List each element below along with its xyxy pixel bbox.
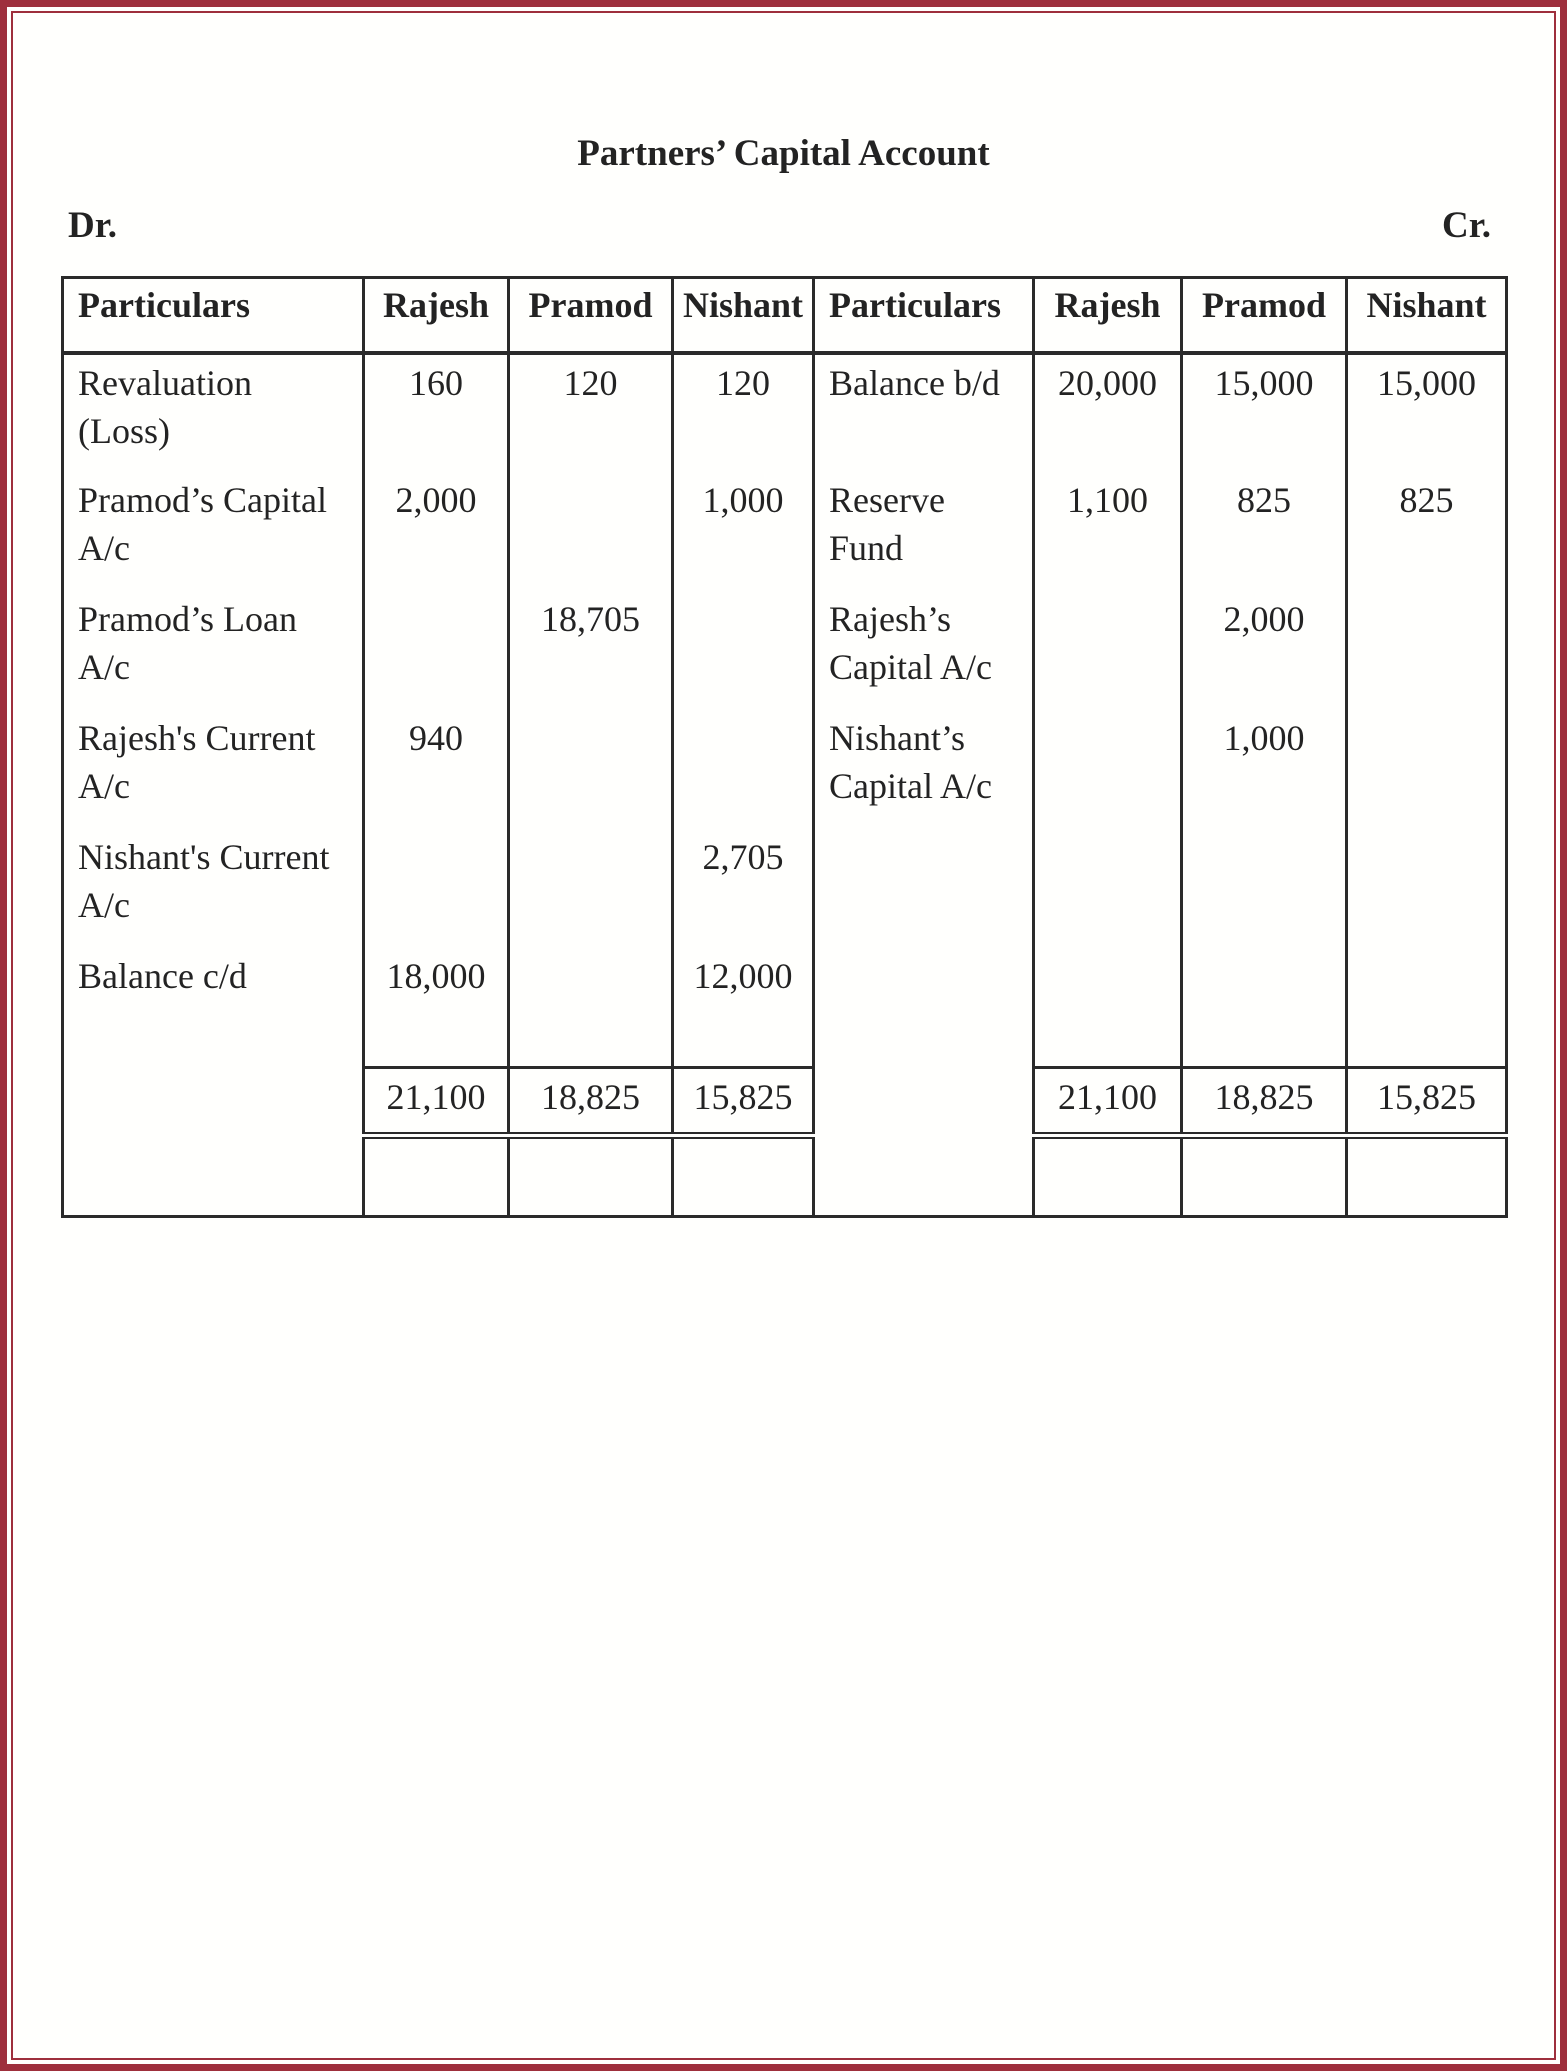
debit-nishant: 1,000 bbox=[671, 472, 815, 591]
credit-nishant bbox=[1345, 591, 1508, 710]
credit-header-particulars: Particulars bbox=[812, 276, 1035, 355]
debit-nishant bbox=[671, 710, 815, 829]
debit-pramod: 18,705 bbox=[507, 591, 674, 710]
credit-particulars: Nishant’s Capital A/c bbox=[812, 710, 1035, 1218]
debit-particulars: Nishant's Current A/c bbox=[61, 829, 365, 948]
blank-cell bbox=[362, 1135, 510, 1218]
table-row: Rajesh's Current A/c 940 Nishant’s Capit… bbox=[61, 710, 1508, 1218]
credit-header-rajesh: Rajesh bbox=[1032, 276, 1183, 355]
table-row: Revaluation (Loss) 160 120 120 Balance b… bbox=[61, 353, 1508, 472]
debit-particulars: Rajesh's Current A/c bbox=[61, 710, 365, 829]
debit-nishant: 120 bbox=[671, 353, 815, 472]
credit-label: Cr. bbox=[1442, 205, 1491, 246]
debit-rajesh: 2,000 bbox=[362, 472, 510, 591]
debit-rajesh: 160 bbox=[362, 353, 510, 472]
credit-header-nishant: Nishant bbox=[1345, 276, 1508, 355]
blank-cell bbox=[671, 1135, 815, 1218]
debit-pramod bbox=[507, 472, 674, 591]
debit-total-pramod: 18,825 bbox=[507, 1065, 674, 1139]
debit-pramod bbox=[507, 710, 674, 829]
blank-row bbox=[63, 1135, 1508, 1218]
credit-pramod: 2,000 bbox=[1180, 591, 1348, 710]
debit-nishant: 12,000 bbox=[671, 948, 815, 1067]
blank-cell bbox=[1032, 1135, 1183, 1218]
debit-rajesh bbox=[362, 591, 510, 710]
debit-rajesh: 18,000 bbox=[362, 948, 510, 1067]
debit-particulars: Pramod’s Loan A/c bbox=[61, 591, 365, 710]
blank-cell bbox=[507, 1135, 674, 1218]
debit-pramod bbox=[507, 948, 674, 1067]
credit-pramod: 15,000 bbox=[1180, 353, 1348, 472]
debit-nishant: 2,705 bbox=[671, 829, 815, 948]
debit-label: Dr. bbox=[68, 205, 117, 246]
credit-nishant-empty bbox=[1345, 829, 1508, 948]
credit-particulars: Balance b/d bbox=[812, 353, 1035, 472]
credit-header-pramod: Pramod bbox=[1180, 276, 1348, 355]
debit-rajesh bbox=[362, 829, 510, 948]
credit-rajesh-empty bbox=[1032, 829, 1183, 948]
header-row: Particulars Rajesh Pramod Nishant Partic… bbox=[61, 276, 1508, 355]
credit-rajesh bbox=[1032, 710, 1183, 829]
credit-total-rajesh: 21,100 bbox=[1032, 1065, 1183, 1139]
credit-nishant: 825 bbox=[1345, 472, 1508, 591]
debit-header-particulars: Particulars bbox=[61, 276, 365, 355]
credit-nishant bbox=[1345, 710, 1508, 829]
table-row: Pramod’s Capital A/c 2,000 1,000 Reserve… bbox=[61, 472, 1508, 591]
credit-pramod: 1,000 bbox=[1180, 710, 1348, 829]
debit-particulars: Balance c/d bbox=[61, 948, 365, 1218]
credit-nishant-empty bbox=[1345, 948, 1508, 1067]
credit-rajesh-empty bbox=[1032, 948, 1183, 1067]
debit-pramod: 120 bbox=[507, 353, 674, 472]
credit-total-nishant: 15,825 bbox=[1345, 1065, 1508, 1139]
credit-pramod-empty bbox=[1180, 829, 1348, 948]
debit-rajesh: 940 bbox=[362, 710, 510, 829]
page-frame-inner bbox=[11, 11, 1556, 2060]
debit-pramod bbox=[507, 829, 674, 948]
credit-pramod-empty bbox=[1180, 948, 1348, 1067]
debit-nishant bbox=[671, 591, 815, 710]
table-row: Pramod’s Loan A/c 18,705 Rajesh’s Capita… bbox=[61, 591, 1508, 710]
debit-header-rajesh: Rajesh bbox=[362, 276, 510, 355]
credit-particulars: Rajesh’s Capital A/c bbox=[812, 591, 1035, 710]
table-row: Balance c/d 18,000 12,000 bbox=[61, 948, 1508, 1218]
debit-particulars: Pramod’s Capital A/c bbox=[61, 472, 365, 591]
credit-total-pramod: 18,825 bbox=[1180, 1065, 1348, 1139]
credit-rajesh: 1,100 bbox=[1032, 472, 1183, 591]
credit-rajesh bbox=[1032, 591, 1183, 710]
debit-total-nishant: 15,825 bbox=[671, 1065, 815, 1139]
page-title: Partners’ Capital Account bbox=[577, 133, 990, 174]
blank-cell bbox=[1345, 1135, 1508, 1218]
credit-pramod: 825 bbox=[1180, 472, 1348, 591]
credit-particulars: Reserve Fund bbox=[812, 472, 1035, 591]
totals-row: 21,100 18,825 15,825 21,100 18,825 15,82… bbox=[63, 1065, 1508, 1139]
credit-rajesh: 20,000 bbox=[1032, 353, 1183, 472]
debit-header-nishant: Nishant bbox=[671, 276, 815, 355]
debit-total-rajesh: 21,100 bbox=[362, 1065, 510, 1139]
table-row: Nishant's Current A/c 2,705 bbox=[61, 829, 1508, 948]
debit-particulars: Revaluation (Loss) bbox=[61, 353, 365, 472]
blank-cell bbox=[1180, 1135, 1348, 1218]
credit-nishant: 15,000 bbox=[1345, 353, 1508, 472]
capital-account-table: Particulars Rajesh Pramod Nishant Partic… bbox=[61, 276, 1508, 1218]
debit-header-pramod: Pramod bbox=[507, 276, 674, 355]
